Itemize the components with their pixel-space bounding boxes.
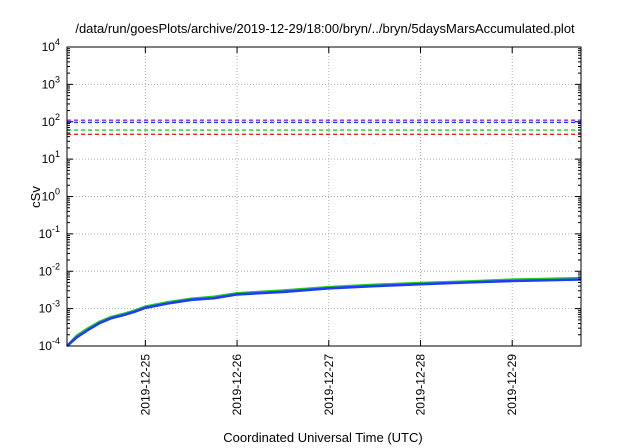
y-tick-label: 100 <box>42 187 60 204</box>
series-lines <box>66 276 582 347</box>
y-tick-base: 10 <box>42 40 56 54</box>
x-axis: 2019-12-25 2019-12-26 2019-12-27 2019-12-28… <box>138 47 519 415</box>
y-tick-base: 10 <box>39 302 53 316</box>
y-tick-exponent: 2 <box>55 112 60 122</box>
y-tick-label: 10-4 <box>39 336 60 353</box>
y-axis-label: cSv <box>28 186 43 208</box>
y-tick-exponent: -2 <box>52 261 60 271</box>
x-tick-label: 2019-12-26 <box>230 354 244 416</box>
y-tick-base: 10 <box>39 264 53 278</box>
y-tick-exponent: -3 <box>52 299 60 309</box>
reference-lines <box>67 119 581 136</box>
x-tick-label: 2019-12-28 <box>413 354 427 416</box>
y-tick-label: 103 <box>42 74 60 91</box>
x-tick-label: 2019-12-29 <box>505 354 519 416</box>
x-tick-label: 2019-12-25 <box>138 354 152 416</box>
y-tick-label: 10-2 <box>39 261 60 278</box>
y-tick-label: 10-3 <box>39 299 60 316</box>
y-tick-exponent: 1 <box>55 149 60 159</box>
y-tick-base: 10 <box>39 227 53 241</box>
x-tick-label: 2019-12-27 <box>322 354 336 416</box>
y-tick-base: 10 <box>42 115 56 129</box>
x-axis-label: Coordinated Universal Time (UTC) <box>223 430 422 445</box>
y-tick-exponent: 3 <box>55 74 60 84</box>
plot-frame <box>66 46 582 347</box>
grid <box>67 47 581 346</box>
y-tick-base: 10 <box>42 152 56 166</box>
y-tick-label: 101 <box>42 149 60 166</box>
y-tick-base: 10 <box>42 77 56 91</box>
y-tick-label: 104 <box>42 37 60 54</box>
y-tick-base: 10 <box>42 190 56 204</box>
y-tick-exponent: 0 <box>55 187 60 197</box>
series-line <box>66 278 582 347</box>
chart-title: /data/run/goesPlots/archive/2019-12-29/1… <box>75 21 575 36</box>
y-tick-exponent: -4 <box>52 336 60 346</box>
y-tick-label: 10-1 <box>39 224 60 241</box>
y-tick-base: 10 <box>39 339 53 353</box>
y-tick-exponent: 4 <box>55 37 60 47</box>
y-tick-exponent: -1 <box>52 224 60 234</box>
y-tick-label: 102 <box>42 112 60 129</box>
